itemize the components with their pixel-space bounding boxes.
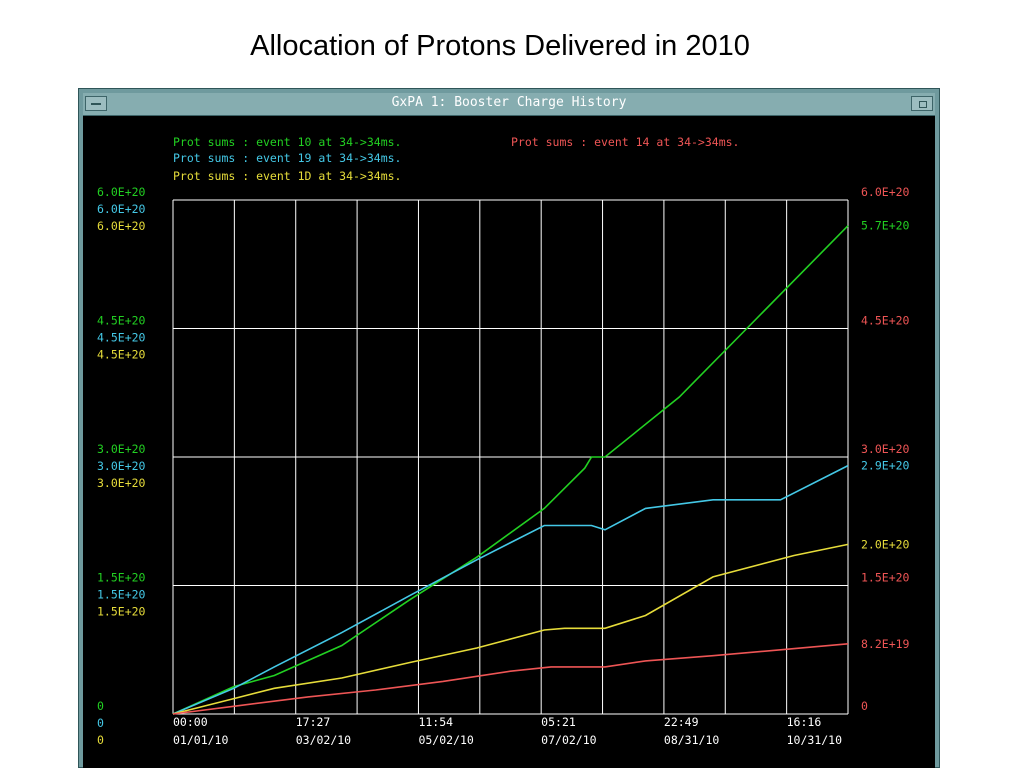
left-tick-label-cyan: 3.0E+20: [97, 459, 146, 473]
legend-entry-red: Prot sums : event 14 at 34->34ms.: [511, 135, 739, 149]
series-line-red: [172, 643, 849, 715]
x-tick-date: 10/31/10: [787, 733, 842, 747]
left-tick-label-cyan: 6.0E+20: [97, 202, 146, 216]
maximize-icon: [919, 101, 927, 108]
x-tick-time: 11:54: [418, 715, 453, 729]
slide-title: Allocation of Protons Delivered in 2010: [250, 30, 750, 62]
title-bar[interactable]: GxPA 1: Booster Charge History: [83, 93, 935, 116]
window-title: GxPA 1: Booster Charge History: [391, 95, 627, 110]
left-tick-label-green: 3.0E+20: [97, 442, 146, 456]
maximize-button[interactable]: [911, 96, 933, 111]
menu-bar-icon: [91, 103, 101, 105]
x-tick-time: 17:27: [296, 715, 331, 729]
left-tick-label-yellow: 4.5E+20: [97, 348, 146, 362]
legend-entry-yellow: Prot sums : event 1D at 34->34ms.: [173, 169, 401, 183]
current-value-yellow: 2.0E+20: [861, 537, 910, 551]
x-tick-date: 07/02/10: [541, 733, 596, 747]
left-tick-label-cyan: 0: [97, 716, 104, 730]
app-window: GxPA 1: Booster Charge History Prot sums…: [78, 88, 940, 768]
right-tick-label-red: 4.5E+20: [861, 314, 910, 328]
current-value-cyan: 2.9E+20: [861, 459, 910, 473]
left-tick-label-green: 6.0E+20: [97, 185, 146, 199]
x-tick-date: 03/02/10: [296, 733, 351, 747]
x-tick-date: 08/31/10: [664, 733, 719, 747]
series-line-cyan: [172, 464, 849, 715]
window-menu-button[interactable]: [85, 96, 107, 111]
left-tick-label-yellow: 3.0E+20: [97, 476, 146, 490]
left-tick-label-green: 1.5E+20: [97, 571, 146, 585]
right-tick-label-red: 0: [861, 699, 868, 713]
right-tick-label-red: 3.0E+20: [861, 442, 910, 456]
left-tick-label-yellow: 6.0E+20: [97, 219, 146, 233]
series-line-yellow: [172, 543, 849, 715]
left-tick-label-green: 4.5E+20: [97, 314, 146, 328]
x-tick-time: 22:49: [664, 715, 699, 729]
left-tick-label-green: 0: [97, 699, 104, 713]
x-tick-date: 01/01/10: [173, 733, 228, 747]
x-tick-date: 05/02/10: [418, 733, 473, 747]
right-tick-label-red: 6.0E+20: [861, 185, 910, 199]
left-tick-label-cyan: 1.5E+20: [97, 588, 146, 602]
x-tick-time: 05:21: [541, 715, 576, 729]
plot-area: Prot sums : event 10 at 34->34ms. Prot su…: [83, 116, 935, 768]
x-tick-time: 16:16: [787, 715, 822, 729]
current-value-red: 8.2E+19: [861, 637, 910, 651]
x-tick-time: 00:00: [173, 715, 208, 729]
left-tick-label-yellow: 0: [97, 733, 104, 747]
left-tick-label-cyan: 4.5E+20: [97, 331, 146, 345]
right-tick-label-red: 1.5E+20: [861, 571, 910, 585]
legend-entry-cyan: Prot sums : event 19 at 34->34ms.: [173, 151, 401, 165]
charge-history-chart: Prot sums : event 10 at 34->34ms. Prot su…: [97, 135, 910, 747]
series-line-green: [172, 225, 849, 715]
current-value-green: 5.7E+20: [861, 219, 910, 233]
legend-entry-green: Prot sums : event 10 at 34->34ms.: [173, 135, 401, 149]
left-tick-label-yellow: 1.5E+20: [97, 605, 146, 619]
